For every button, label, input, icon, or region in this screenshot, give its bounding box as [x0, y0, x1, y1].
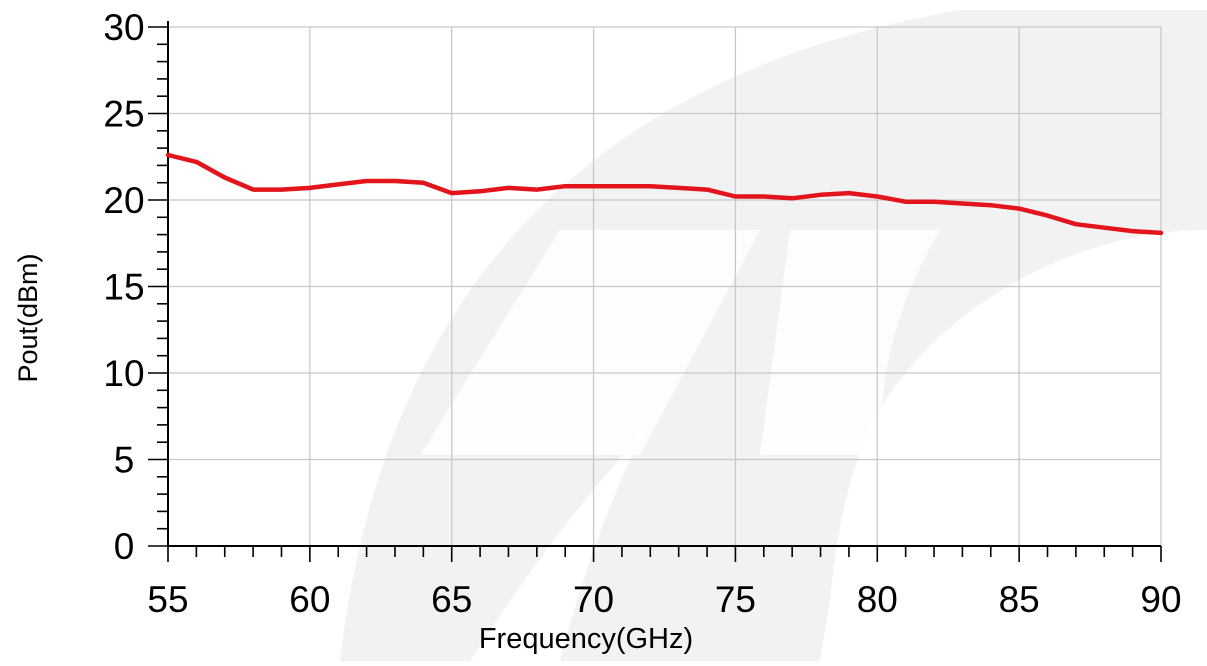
axes: 55 60 65 70 75 80 85 90 0 5 10 15 20 25 30 [103, 7, 1181, 620]
axis-labels: Frequency(GHz) Pout(dBm) [13, 253, 693, 655]
x-tick-label: 90 [1140, 579, 1181, 620]
watermark-logo-icon [340, 10, 1207, 661]
watermark-swoosh-left [340, 10, 1207, 661]
series-group [165, 152, 1164, 236]
y-tick-label: 30 [103, 7, 144, 48]
y-tick-label: 0 [114, 526, 135, 567]
grid-lines [168, 26, 1162, 546]
y-tick-label: 20 [103, 180, 144, 221]
x-tick-label: 75 [715, 579, 756, 620]
x-tick-label: 65 [431, 579, 472, 620]
y-tick-label: 5 [114, 440, 135, 481]
y-axis-label: Pout(dBm) [13, 253, 43, 382]
x-axis-label: Frequency(GHz) [479, 623, 693, 655]
x-tick-label: 80 [857, 579, 898, 620]
y-tick-label: 15 [103, 267, 144, 308]
x-tick-label: 60 [289, 579, 330, 620]
y-tick-label: 10 [103, 353, 144, 394]
x-tick-label: 70 [573, 579, 614, 620]
x-tick-label: 85 [999, 579, 1040, 620]
x-tick-label: 55 [147, 579, 188, 620]
series-line [165, 152, 1164, 236]
y-tick-label: 25 [103, 94, 144, 135]
